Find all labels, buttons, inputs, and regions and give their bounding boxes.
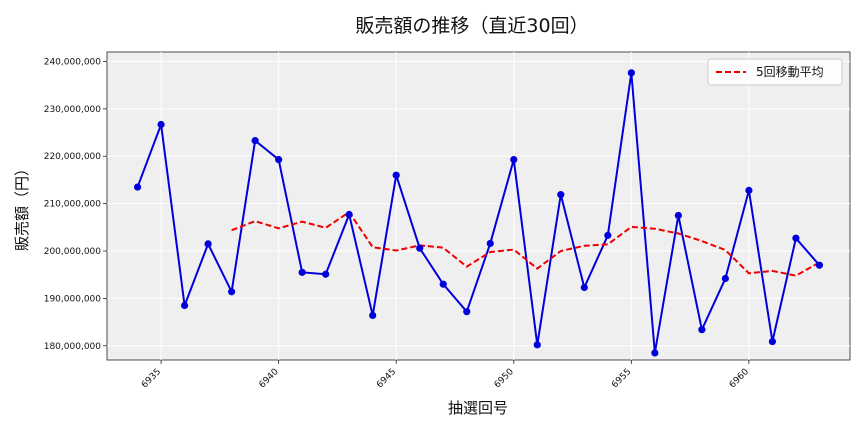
x-tick-label: 6950 [493, 367, 516, 390]
x-axis-label: 抽選回号 [448, 399, 508, 417]
sales-point [604, 231, 612, 239]
sales-point [674, 211, 682, 220]
x-tick-label: 6960 [728, 367, 751, 390]
sales-point [745, 186, 753, 194]
sales-point [180, 301, 189, 310]
sales-point [557, 191, 565, 199]
moving-average-line [231, 210, 820, 277]
x-tick-label: 6935 [140, 367, 163, 390]
sales-line [136, 72, 821, 354]
y-tick-label: 230,000,000 [44, 105, 102, 115]
sales-point [392, 171, 400, 179]
sales-point [698, 326, 706, 334]
sales-point [580, 283, 588, 292]
sales-point [627, 69, 635, 77]
y-axis-label: 販売額（円） [13, 161, 31, 251]
grid-lines [107, 52, 850, 360]
y-tick-label: 190,000,000 [44, 294, 102, 304]
plot-area [106, 51, 851, 361]
sales-point [533, 341, 541, 349]
sales-point [251, 137, 259, 145]
sales-point [157, 120, 165, 129]
y-tick-label: 220,000,000 [44, 152, 102, 162]
sales-point [228, 288, 236, 296]
x-tick-label: 6945 [375, 367, 398, 390]
sales-point [768, 337, 777, 346]
sales-point [651, 349, 659, 357]
sales-point [439, 280, 447, 288]
sales-point [204, 240, 212, 248]
sales-point [486, 239, 494, 248]
sales-point [322, 270, 330, 278]
series-group [133, 69, 824, 357]
chart-title: 販売額の推移（直近30回） [355, 15, 588, 37]
sales-point [298, 268, 306, 276]
sales-point [792, 234, 800, 242]
sales-point [345, 210, 353, 219]
y-tick-label: 200,000,000 [44, 247, 102, 257]
y-tick-label: 240,000,000 [44, 57, 102, 67]
sales-point [275, 155, 283, 164]
sales-point [815, 261, 824, 269]
sales-point [133, 183, 142, 191]
y-tick-label: 210,000,000 [44, 200, 102, 210]
sales-point [369, 311, 377, 320]
x-tick-label: 6940 [257, 367, 280, 390]
sales-point [463, 308, 471, 316]
sales-point [721, 274, 729, 283]
y-axis: 180,000,000 190,000,000 200,000,000 210,000… [44, 57, 107, 352]
x-tick-label: 6955 [610, 367, 633, 390]
sales-point [416, 244, 424, 252]
legend-box [707, 58, 843, 86]
legend-label-ma: 5回移動平均 [756, 65, 824, 79]
legend: 5回移動平均 [707, 58, 843, 86]
y-tick-label: 180,000,000 [44, 342, 102, 352]
x-axis: 6935 6940 6945 6950 6955 6960 [140, 360, 751, 390]
sales-point [510, 155, 518, 164]
